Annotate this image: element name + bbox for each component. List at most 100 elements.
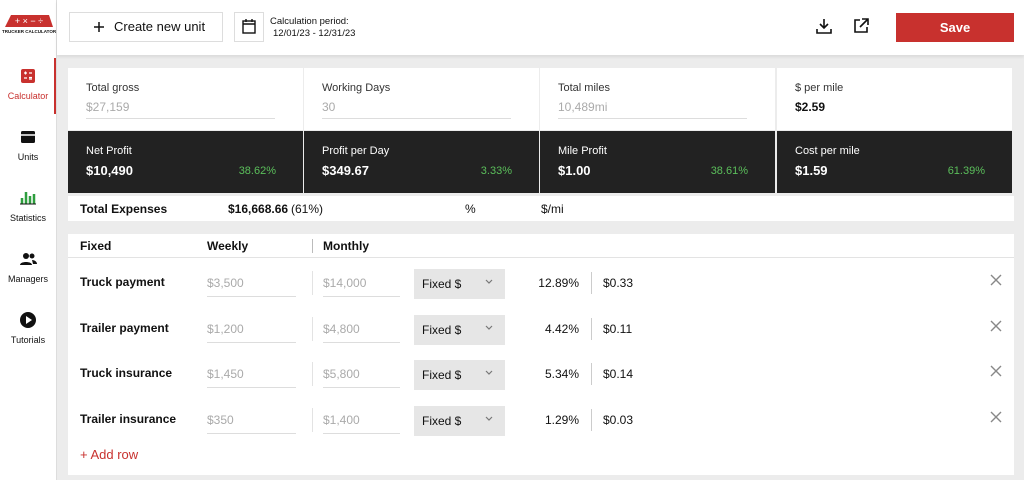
remove-row[interactable] — [990, 364, 1002, 377]
nav-icon — [18, 310, 38, 330]
summary-card — [304, 68, 539, 130]
remove-row[interactable] — [990, 410, 1002, 422]
weekly-input[interactable]: $1,200 — [207, 322, 296, 343]
monthly-input[interactable]: $1,400 — [323, 413, 400, 434]
nav-item[interactable]: Units — [17, 152, 39, 162]
profit-card — [777, 131, 1012, 193]
cell-separator — [591, 272, 592, 294]
header-separator — [312, 239, 313, 253]
total-expenses-share: (61%) — [291, 202, 324, 216]
summary-card — [540, 68, 775, 130]
summary-label: Working Days — [322, 82, 391, 94]
profit-percent: 61.39% — [947, 165, 985, 177]
row-percent: 4.42% — [544, 321, 579, 336]
nav-icon — [18, 127, 38, 147]
period-value: 12/01/23 - 12/31/23 — [273, 28, 356, 39]
nav-icon — [18, 66, 38, 86]
row-name: Truck insurance — [80, 366, 173, 380]
type-select-label: Fixed $ — [422, 413, 462, 428]
calendar-button[interactable] — [234, 12, 264, 42]
column-header: Monthly — [323, 239, 369, 253]
type-select[interactable] — [414, 360, 505, 390]
svg-text:+ × − ÷: + × − ÷ — [15, 16, 43, 26]
create-button[interactable]: Create new unit — [69, 12, 223, 42]
profit-card — [68, 131, 303, 193]
row-per-mile: $0.11 — [603, 321, 633, 336]
profit-value: $1.59 — [795, 163, 828, 178]
type-select[interactable] — [414, 314, 505, 345]
summary-value: $2.59 — [795, 100, 826, 114]
summary-value[interactable]: $27,159 — [86, 100, 275, 119]
row-name: Trailer payment — [80, 320, 169, 335]
column-header: Fixed — [80, 239, 112, 253]
profit-label: Profit per Day — [322, 145, 390, 157]
profit-value: $10,490 — [86, 163, 133, 178]
remove-row[interactable] — [990, 319, 1002, 331]
row-per-mile: $0.33 — [603, 276, 634, 290]
profit-label: Mile Profit — [558, 145, 607, 157]
summary-label: $ per mile — [795, 82, 844, 94]
nav-item[interactable]: Managers — [7, 274, 49, 284]
download-icon[interactable] — [815, 17, 833, 35]
profit-percent: 38.62% — [238, 165, 276, 177]
summary-card — [777, 68, 1012, 130]
monthly-input[interactable]: $14,000 — [323, 276, 400, 297]
profit-percent: 3.33% — [480, 165, 512, 177]
nav-icon — [18, 188, 38, 208]
plus-icon — [94, 22, 104, 32]
add-row[interactable]: + Add row — [80, 447, 139, 462]
profit-percent: 38.61% — [710, 165, 748, 177]
expenses-bar — [68, 196, 1014, 221]
select-chevron — [484, 322, 494, 335]
toolbar — [57, 0, 1024, 55]
summary-value[interactable]: 30 — [322, 100, 511, 119]
row-name: Trailer insurance — [80, 411, 177, 426]
select-chevron — [484, 276, 494, 289]
header-rule — [68, 257, 1014, 258]
nav-icon — [18, 249, 38, 269]
logo-text: TRUCKER CALCULATOR — [2, 29, 57, 34]
profit-label: Net Profit — [86, 145, 132, 157]
select-chevron — [484, 367, 494, 380]
cell-separator — [591, 363, 592, 385]
select-chevron — [484, 413, 494, 426]
per-mile-header: $/mi — [541, 202, 564, 216]
profit-label: Cost per mile — [795, 145, 860, 157]
type-select-label: Fixed $ — [422, 277, 462, 291]
profit-value: $349.67 — [322, 163, 369, 178]
weekly-input[interactable]: $350 — [207, 413, 296, 434]
remove-row[interactable] — [990, 273, 1002, 286]
profit-value: $1.00 — [558, 163, 591, 178]
nav-active-bar — [54, 58, 56, 114]
summary-label: Total miles — [558, 82, 610, 94]
type-select[interactable] — [414, 269, 505, 299]
cell-separator — [591, 408, 592, 431]
summary-label: Total gross — [86, 82, 140, 94]
nav-item[interactable]: Calculator — [7, 91, 49, 101]
logo-icon: + × − ÷ — [5, 15, 53, 27]
row-percent: 12.89% — [538, 276, 579, 290]
type-select[interactable] — [414, 405, 505, 436]
table-card — [68, 234, 1014, 475]
row-per-mile: $0.03 — [603, 412, 634, 427]
monthly-input[interactable]: $5,800 — [323, 367, 400, 388]
profit-card — [304, 131, 539, 193]
percent-header: % — [465, 202, 476, 216]
profit-card — [540, 131, 775, 193]
export-icon[interactable] — [852, 17, 870, 35]
weekly-input[interactable]: $3,500 — [207, 276, 296, 297]
row-name: Truck payment — [80, 275, 165, 289]
summary-card — [68, 68, 303, 130]
row-per-mile: $0.14 — [603, 367, 634, 381]
nav-item[interactable]: Tutorials — [10, 335, 46, 345]
row-percent: 5.34% — [544, 367, 579, 381]
nav-item[interactable]: Statistics — [9, 213, 46, 223]
monthly-input[interactable]: $4,800 — [323, 322, 400, 343]
column-header: Weekly — [207, 239, 249, 253]
cell-separator — [312, 271, 313, 295]
summary-value[interactable]: 10,489mi — [558, 100, 747, 119]
weekly-input[interactable]: $1,450 — [207, 367, 296, 388]
cell-separator — [312, 362, 313, 386]
save-button[interactable]: Save — [896, 13, 1014, 42]
create-button-label: Create new unit — [114, 19, 206, 34]
